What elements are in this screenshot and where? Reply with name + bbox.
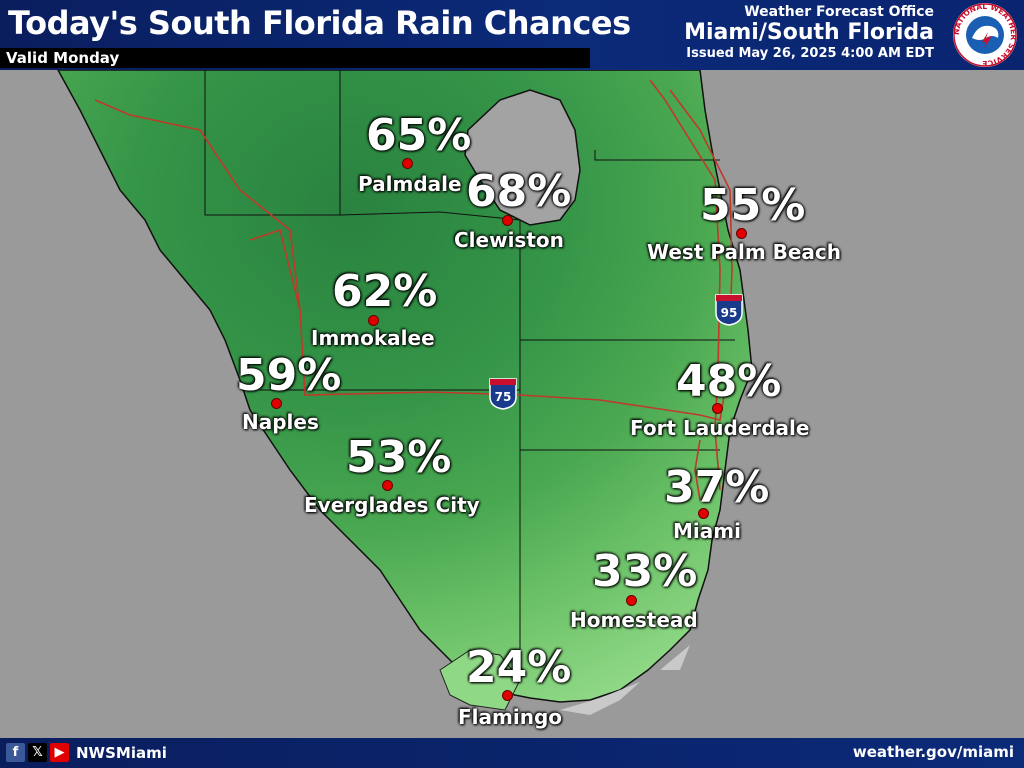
city-percent-everglades-city: 53%	[346, 432, 452, 483]
city-marker-everglades-city	[382, 480, 393, 491]
i75-label: 75	[495, 390, 512, 404]
city-percent-flamingo: 24%	[466, 642, 572, 693]
city-marker-immokalee	[368, 315, 379, 326]
header-bar: Today's South Florida Rain Chances Valid…	[0, 0, 1024, 70]
i75-shield: 75	[489, 378, 517, 410]
city-name-fort-lauderdale: Fort Lauderdale	[630, 416, 810, 440]
office-line1: Weather Forecast Office	[744, 4, 934, 20]
florida-keys	[560, 645, 690, 715]
city-marker-miami	[698, 508, 709, 519]
page-title: Today's South Florida Rain Chances	[8, 4, 631, 42]
office-line2: Miami/South Florida	[684, 20, 934, 45]
rain-chance-map: 75 95	[57, 70, 753, 715]
city-percent-homestead: 33%	[592, 546, 698, 597]
office-info: Weather Forecast Office Miami/South Flor…	[684, 4, 934, 61]
i95-label: 95	[721, 306, 738, 320]
city-name-homestead: Homestead	[570, 608, 698, 632]
website-link[interactable]: weather.gov/miami	[852, 743, 1014, 761]
city-percent-west-palm-beach: 55%	[700, 180, 806, 231]
city-name-miami: Miami	[673, 519, 741, 543]
youtube-icon[interactable]: ▶	[50, 743, 69, 762]
valid-day: Valid Monday	[0, 48, 590, 68]
city-marker-palmdale	[402, 158, 413, 169]
city-percent-palmdale: 65%	[366, 110, 472, 161]
city-name-everglades-city: Everglades City	[304, 493, 480, 517]
city-percent-miami: 37%	[664, 462, 770, 513]
social-links: f 𝕏 ▶ NWSMiami	[6, 743, 167, 762]
city-name-palmdale: Palmdale	[358, 172, 462, 196]
city-percent-immokalee: 62%	[332, 266, 438, 317]
social-handle[interactable]: NWSMiami	[76, 743, 167, 762]
footer-bar: f 𝕏 ▶ NWSMiami weather.gov/miami	[0, 738, 1024, 768]
highways	[94, 79, 733, 501]
city-name-flamingo: Flamingo	[458, 705, 563, 729]
city-marker-flamingo	[502, 690, 513, 701]
city-name-west-palm-beach: West Palm Beach	[647, 240, 842, 264]
florida-land	[57, 70, 753, 703]
city-marker-fort-lauderdale	[712, 403, 723, 414]
city-name-clewiston: Clewiston	[454, 228, 564, 252]
city-marker-homestead	[626, 595, 637, 606]
city-marker-west-palm-beach	[736, 228, 747, 239]
city-percent-fort-lauderdale: 48%	[676, 356, 782, 407]
city-marker-naples	[271, 398, 282, 409]
city-name-immokalee: Immokalee	[311, 326, 435, 350]
city-name-naples: Naples	[242, 410, 319, 434]
i95-shield: 95	[715, 294, 743, 326]
nws-logo: NATIONAL WEATHER SERVICE	[952, 2, 1018, 68]
issued-time: Issued May 26, 2025 4:00 AM EDT	[686, 46, 934, 61]
facebook-icon[interactable]: f	[6, 743, 25, 762]
x-icon[interactable]: 𝕏	[28, 743, 47, 762]
city-percent-naples: 59%	[236, 350, 342, 401]
city-percent-clewiston: 68%	[466, 166, 572, 217]
lake-okeechobee	[464, 89, 581, 226]
city-marker-clewiston	[502, 215, 513, 226]
